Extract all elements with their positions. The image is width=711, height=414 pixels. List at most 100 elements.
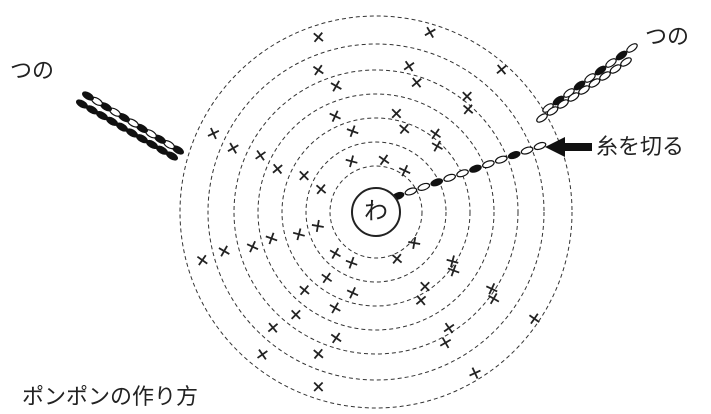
chain [584, 73, 596, 83]
stitch [257, 349, 268, 360]
stitch [227, 142, 239, 154]
chain [469, 164, 482, 173]
chain [546, 106, 559, 116]
stitch [272, 163, 283, 175]
stroke [401, 164, 409, 177]
stitch [399, 123, 410, 135]
stitch [255, 149, 266, 161]
round [329, 165, 423, 259]
stroke [469, 369, 481, 377]
stitch [415, 295, 427, 306]
chain [482, 160, 495, 169]
stroke [349, 155, 354, 168]
stitch [485, 283, 498, 295]
stroke [462, 91, 472, 102]
chain [567, 92, 580, 102]
chain [599, 71, 611, 81]
stroke [314, 64, 323, 76]
stitch [424, 26, 436, 38]
stitch [443, 322, 455, 334]
chain [615, 50, 628, 61]
chain [578, 85, 590, 95]
stitch [299, 284, 310, 296]
stitch [330, 80, 342, 92]
stitches [75, 26, 638, 392]
stroke [433, 140, 442, 152]
round [233, 69, 519, 355]
stroke [316, 184, 326, 195]
chain [520, 146, 534, 155]
round [207, 43, 545, 381]
stroke [399, 123, 409, 135]
stitch [313, 32, 324, 43]
chain [557, 99, 569, 109]
stitch [290, 309, 301, 320]
stitch [439, 337, 452, 349]
stroke [439, 338, 452, 347]
stitch [207, 127, 220, 140]
stroke [220, 245, 228, 257]
stroke [530, 313, 539, 325]
chain [588, 78, 601, 88]
stitch [346, 125, 359, 138]
round [305, 141, 447, 283]
stroke [450, 255, 455, 268]
stroke [299, 284, 309, 296]
stitch [528, 313, 540, 325]
stitch [218, 245, 230, 257]
stroke [257, 350, 268, 359]
stroke [496, 64, 507, 75]
stroke [391, 108, 402, 119]
stroke [463, 104, 473, 115]
stroke [411, 78, 422, 88]
stroke [331, 247, 340, 260]
chain [404, 187, 418, 196]
magic-ring [351, 187, 401, 237]
stitch [378, 154, 390, 166]
chain [75, 99, 89, 109]
center-label: わ [364, 197, 388, 225]
stroke [268, 232, 275, 245]
stitch [313, 348, 324, 360]
stroke [415, 295, 427, 305]
stitch [398, 164, 411, 177]
stroke [272, 164, 283, 174]
stroke [322, 272, 331, 284]
stroke [489, 292, 498, 305]
stitch [312, 64, 324, 76]
stroke [313, 381, 324, 392]
stitch [469, 367, 481, 379]
stroke [431, 128, 440, 140]
stroke [255, 151, 266, 160]
stitch [267, 322, 279, 333]
chain [605, 58, 617, 68]
caption: ポンポンの作り方 [22, 385, 198, 410]
stitch [430, 128, 441, 140]
chain [594, 65, 607, 76]
stitch [408, 236, 421, 250]
stroke [290, 309, 301, 320]
round [179, 15, 573, 409]
stroke [313, 348, 323, 360]
chain [609, 64, 622, 74]
stitch [420, 281, 430, 292]
chain [443, 173, 456, 182]
chain [456, 169, 469, 178]
stroke [331, 332, 341, 344]
stroke [403, 61, 415, 71]
stitch [311, 219, 324, 233]
stitch [411, 77, 422, 88]
stitch [321, 272, 333, 284]
stitch [403, 60, 415, 72]
stitch [329, 110, 341, 122]
stitch [446, 255, 459, 268]
stitch [346, 286, 359, 299]
stitch [196, 254, 208, 266]
stroke [299, 170, 309, 181]
arrow [545, 137, 592, 157]
chain [417, 182, 431, 191]
stroke [332, 80, 340, 92]
stroke [249, 240, 256, 253]
stroke [313, 32, 323, 43]
